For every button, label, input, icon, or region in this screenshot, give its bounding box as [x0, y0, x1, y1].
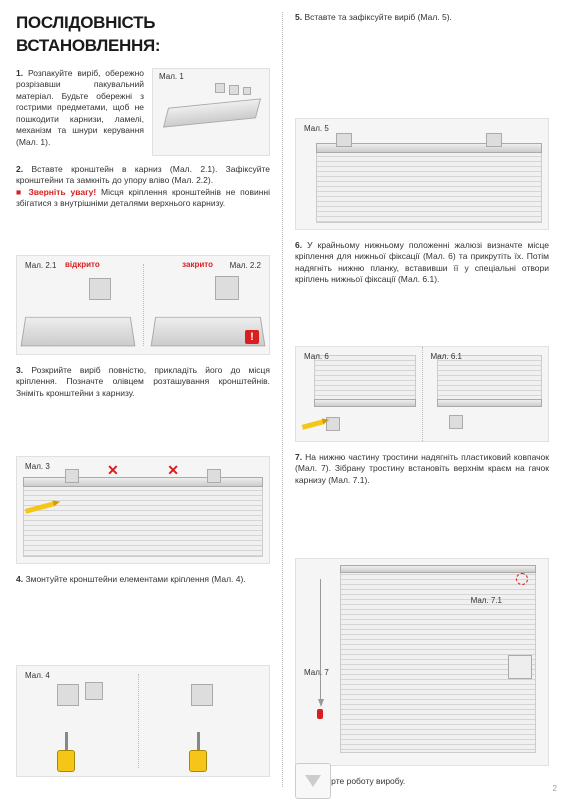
step-1: 1. Розпакуйте виріб, обережно розрізавши… [16, 68, 270, 156]
figure-5-label: Мал. 5 [302, 123, 331, 136]
step-2-body: Вставте кронштейн в карниз (Мал. 2.1). З… [16, 164, 270, 185]
figure-6-label: Мал. 6 [302, 351, 331, 364]
step-5-num: 5. [295, 12, 302, 22]
figure-1: Мал. 1 [152, 68, 270, 156]
figure-61-label: Мал. 6.1 [429, 351, 464, 364]
drill-icon [53, 732, 81, 772]
step-4-num: 4. [16, 574, 23, 584]
figure-71-label: Мал. 7.1 [469, 595, 504, 608]
figure-7: Мал. 7 Мал. 7.1 [295, 558, 549, 766]
figure-3-label: Мал. 3 [23, 461, 52, 474]
step-3-body: Розкрийте виріб повністю, прикладіть йог… [16, 365, 270, 398]
tassel-icon [317, 709, 323, 719]
step-2-text: 2. Вставте кронштейн в карниз (Мал. 2.1)… [16, 164, 270, 249]
step-6-body: У крайньому нижньому положенні жалюзі ви… [295, 240, 549, 284]
page-title: ПОСЛІДОВНІСТЬ ВСТАНОВЛЕННЯ: [16, 12, 270, 58]
figure-2: Мал. 2.1 відкрито закрито Мал. 2.2 ! [16, 255, 270, 355]
step-3-num: 3. [16, 365, 23, 375]
right-column: 5. Вставте та зафіксуйте виріб (Мал. 5).… [295, 12, 549, 787]
step-8-text: 8. Перевірте роботу виробу. [295, 776, 549, 787]
step-4-body: Змонтуйте кронштейни елементами кріпленн… [25, 574, 245, 584]
x-mark-icon: ✕ [107, 461, 119, 480]
figure-6: Мал. 6 Мал. 6.1 [295, 346, 549, 442]
step-7-text: 7. На нижню частину тростини надягніть п… [295, 452, 549, 552]
step-1-text: 1. Розпакуйте виріб, обережно розрізавши… [16, 68, 144, 156]
column-divider [282, 12, 283, 787]
left-column: ПОСЛІДОВНІСТЬ ВСТАНОВЛЕННЯ: 1. Розпакуйт… [16, 12, 270, 787]
step-6-text: 6. У крайньому нижньому положенні жалюзі… [295, 240, 549, 340]
arrow-down-icon [295, 763, 331, 799]
figure-22-label: Мал. 2.2 [228, 260, 263, 273]
x-mark-icon: ✕ [167, 461, 179, 480]
warning-icon: ! [245, 330, 259, 344]
step-4-text: 4. Змонтуйте кронштейни елементами кріпл… [16, 574, 270, 659]
step-5-text: 5. Вставте та зафіксуйте виріб (Мал. 5). [295, 12, 549, 112]
figure-4: Мал. 4 [16, 665, 270, 777]
page-number: 2 [553, 784, 557, 795]
step-1-body: Розпакуйте виріб, обережно розрізавши па… [16, 68, 144, 147]
figure-3: Мал. 3 ✕ ✕ [16, 456, 270, 564]
drill-icon [185, 732, 213, 772]
page-columns: ПОСЛІДОВНІСТЬ ВСТАНОВЛЕННЯ: 1. Розпакуйт… [16, 12, 549, 787]
step-5-body: Вставте та зафіксуйте виріб (Мал. 5). [304, 12, 451, 22]
step-3-text: 3. Розкрийте виріб повністю, прикладіть … [16, 365, 270, 450]
figure-21-label: Мал. 2.1 [23, 260, 58, 273]
step-2-warn-label: Зверніть увагу! [28, 187, 96, 197]
figure-5: Мал. 5 [295, 118, 549, 230]
step-8-row: 8. Перевірте роботу виробу. [295, 776, 549, 787]
step-7-num: 7. [295, 452, 302, 462]
figure-4-label: Мал. 4 [23, 670, 52, 683]
step-6-num: 6. [295, 240, 302, 250]
label-open: відкрито [65, 260, 100, 271]
step-7-body: На нижню частину тростини надягніть плас… [295, 452, 549, 485]
figure-1-label: Мал. 1 [157, 71, 186, 84]
figure-7-label: Мал. 7 [302, 667, 331, 680]
label-closed: закрито [182, 260, 213, 271]
step-1-num: 1. [16, 68, 23, 78]
step-2-num: 2. [16, 164, 23, 174]
